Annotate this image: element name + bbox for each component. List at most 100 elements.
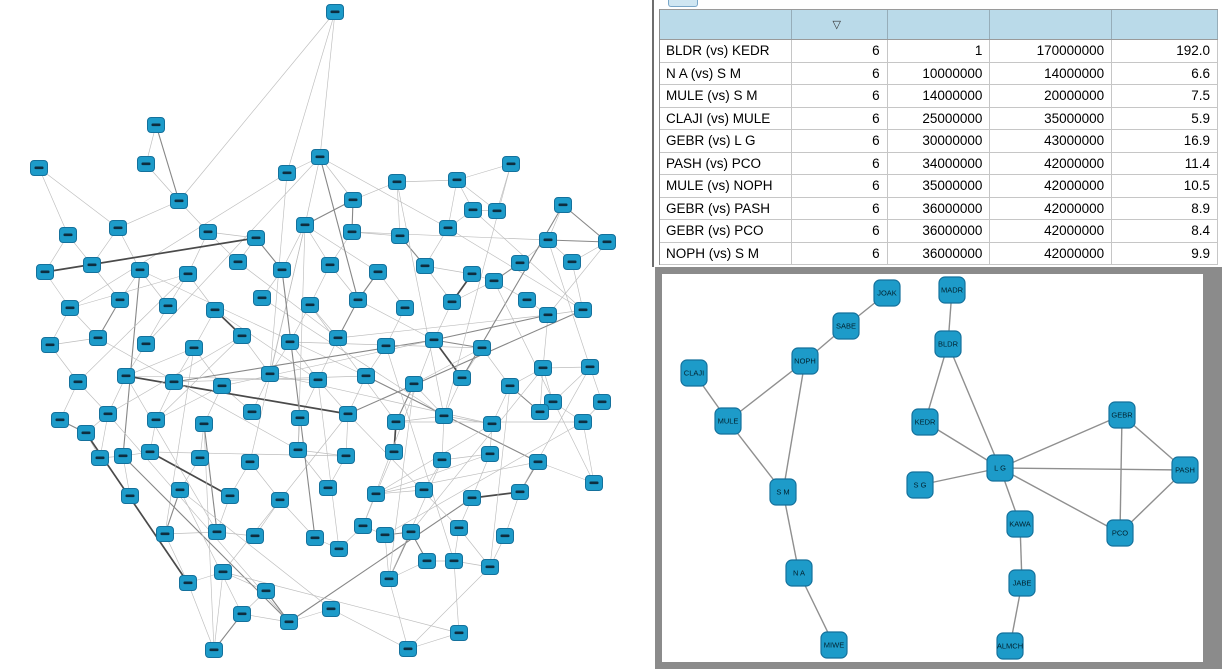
network-node-CLAJI[interactable]: CLAJI (680, 359, 708, 387)
network-node[interactable] (518, 292, 536, 308)
network-node[interactable] (99, 406, 117, 422)
network-node[interactable] (114, 448, 132, 464)
network-node[interactable] (343, 224, 361, 240)
network-node[interactable] (281, 334, 299, 350)
network-node[interactable] (598, 234, 616, 250)
network-node[interactable] (511, 255, 529, 271)
network-node-GEBR[interactable]: GEBR (1108, 401, 1136, 429)
network-node[interactable] (59, 227, 77, 243)
network-node[interactable] (30, 160, 48, 176)
network-node[interactable] (326, 4, 344, 20)
network-node[interactable] (463, 266, 481, 282)
column-header-genetic[interactable] (1112, 10, 1218, 39)
network-node[interactable] (246, 528, 264, 544)
column-header-shared_name[interactable] (660, 10, 792, 39)
network-node[interactable] (257, 583, 275, 599)
network-node-KAWA[interactable]: KAWA (1006, 510, 1034, 538)
table-row[interactable]: GEBR (vs) PCO 6 36000000 42000000 8.4 (660, 220, 1218, 243)
network-node[interactable] (69, 374, 87, 390)
table-row[interactable]: MULE (vs) NOPH 6 35000000 42000000 10.5 (660, 175, 1218, 198)
network-node[interactable] (388, 174, 406, 190)
network-node-MULE[interactable]: MULE (714, 407, 742, 435)
network-node[interactable] (51, 412, 69, 428)
network-node-SM[interactable]: S M (769, 478, 797, 506)
network-node[interactable] (337, 448, 355, 464)
network-node[interactable] (488, 203, 506, 219)
network-node-PASH[interactable]: PASH (1171, 456, 1199, 484)
network-node[interactable] (191, 450, 209, 466)
column-header-chromosome[interactable]: ▽ (792, 10, 888, 39)
network-node[interactable] (496, 528, 514, 544)
network-node[interactable] (273, 262, 291, 278)
network-node[interactable] (376, 527, 394, 543)
network-node[interactable] (233, 328, 251, 344)
network-node[interactable] (502, 156, 520, 172)
network-node[interactable] (539, 307, 557, 323)
network-node[interactable] (208, 524, 226, 540)
network-node[interactable] (165, 374, 183, 390)
network-node[interactable] (369, 264, 387, 280)
network-node[interactable] (574, 414, 592, 430)
network-node[interactable] (77, 425, 95, 441)
column-header-start_point[interactable] (888, 10, 991, 39)
network-node[interactable] (563, 254, 581, 270)
network-node[interactable] (91, 450, 109, 466)
network-node[interactable] (330, 541, 348, 557)
network-edge[interactable] (782, 360, 806, 493)
filter-icon[interactable]: ▽ (832, 19, 841, 31)
network-node[interactable] (450, 520, 468, 536)
network-node[interactable] (405, 376, 423, 392)
network-node[interactable] (41, 337, 59, 353)
network-node-SG[interactable]: S G (906, 471, 934, 499)
network-node[interactable] (170, 193, 188, 209)
network-node[interactable] (593, 394, 611, 410)
network-node[interactable] (247, 230, 265, 246)
network-node[interactable] (271, 492, 289, 508)
network-node[interactable] (301, 297, 319, 313)
network-node-BLDR[interactable]: BLDR (934, 330, 962, 358)
network-node[interactable] (309, 372, 327, 388)
network-node[interactable] (137, 156, 155, 172)
network-node[interactable] (354, 518, 372, 534)
network-node[interactable] (195, 416, 213, 432)
network-node[interactable] (306, 530, 324, 546)
network-node-ALMCH[interactable]: ALMCH (996, 632, 1024, 660)
network-node[interactable] (179, 575, 197, 591)
network-node-MADR[interactable]: MADR (938, 276, 966, 304)
table-row[interactable]: BLDR (vs) KEDR 6 1 170000000 192.0 (660, 40, 1218, 63)
network-node[interactable] (296, 217, 314, 233)
network-node[interactable] (511, 484, 529, 500)
network-node[interactable] (278, 165, 296, 181)
network-node[interactable] (339, 406, 357, 422)
partial-tab[interactable] (668, 0, 698, 7)
column-header-end_point[interactable] (990, 10, 1113, 39)
network-node[interactable] (448, 172, 466, 188)
network-node[interactable] (585, 475, 603, 491)
network-node[interactable] (253, 290, 271, 306)
network-node[interactable] (554, 197, 572, 213)
table-row[interactable]: GEBR (vs) L G 6 30000000 43000000 16.9 (660, 130, 1218, 153)
table-row[interactable]: N A (vs) S M 6 10000000 14000000 6.6 (660, 62, 1218, 85)
network-node[interactable] (415, 482, 433, 498)
network-node[interactable] (111, 292, 129, 308)
network-node-JOAK[interactable]: JOAK (873, 279, 901, 307)
network-node[interactable] (377, 338, 395, 354)
network-edge[interactable] (1119, 414, 1123, 534)
network-node[interactable] (574, 302, 592, 318)
table-row[interactable]: PASH (vs) PCO 6 34000000 42000000 11.4 (660, 152, 1218, 175)
network-node[interactable] (391, 228, 409, 244)
network-node[interactable] (329, 330, 347, 346)
network-node[interactable] (185, 340, 203, 356)
network-node[interactable] (311, 149, 329, 165)
network-node[interactable] (322, 601, 340, 617)
network-node[interactable] (36, 264, 54, 280)
network-node[interactable] (213, 378, 231, 394)
network-node[interactable] (445, 553, 463, 569)
network-node[interactable] (453, 370, 471, 386)
table-row[interactable]: NOPH (vs) S M 6 36000000 42000000 9.9 (660, 242, 1218, 265)
network-node[interactable] (425, 332, 443, 348)
network-node[interactable] (349, 292, 367, 308)
network-node[interactable] (416, 258, 434, 274)
network-edge[interactable] (999, 467, 1121, 534)
network-node[interactable] (221, 488, 239, 504)
